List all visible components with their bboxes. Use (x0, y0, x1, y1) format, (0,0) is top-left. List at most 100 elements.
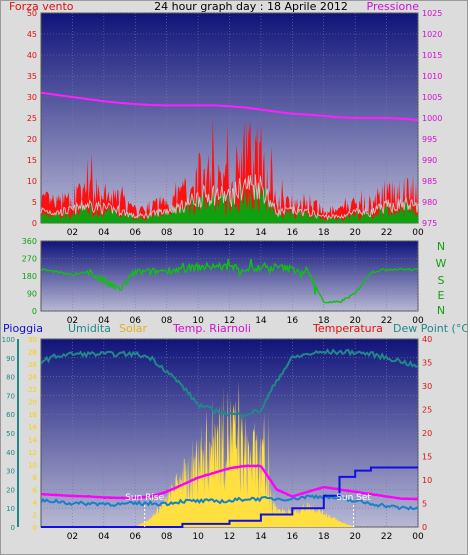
wind-tick-label: 35 (27, 72, 37, 81)
wind-tick-label: 0 (32, 219, 37, 228)
compass-labels: N W S E N (436, 240, 447, 317)
pressure-tick-label: 975 (422, 219, 437, 228)
humidity-tick-label: 0 (11, 524, 15, 532)
pressure-tick-label: 1020 (422, 30, 442, 39)
hour-tick-label: 04 (98, 532, 110, 542)
hour-tick-label: 08 (161, 316, 173, 326)
hour-tick-label: 16 (287, 532, 299, 542)
rain-tick-label: 0 (33, 524, 37, 532)
legend-rain: Pioggia (3, 322, 43, 335)
wind-tick-label: 20 (27, 135, 37, 144)
rain-tick-label: 16 (28, 424, 37, 432)
humidity-tick-label: 30 (6, 468, 15, 476)
hour-tick-label: 12 (224, 228, 235, 238)
hour-tick-label: 12 (224, 532, 235, 542)
humidity-tick-label: 70 (6, 392, 15, 400)
compass-n-top: N (437, 240, 445, 253)
hour-tick-label: 14 (255, 228, 267, 238)
legend-humidity: Umidita (68, 322, 111, 335)
pressure-tick-label: 1000 (422, 114, 442, 123)
compass-w: W (436, 257, 447, 270)
pressure-tick-label: 985 (422, 177, 437, 186)
legend-heat: Temp. Riarnoli (172, 322, 251, 335)
rain-tick-label: 26 (28, 361, 37, 369)
wind-tick-label: 10 (27, 177, 37, 186)
wind-speed-line (40, 174, 419, 221)
hour-tick-label: 00 (412, 316, 424, 326)
pressure-tick-label: 990 (422, 156, 437, 165)
rain-tick-label: 30 (28, 336, 37, 344)
hour-tick-label: 08 (161, 532, 173, 542)
wind-tick-label: 25 (27, 114, 37, 123)
wind-tick-label: 5 (32, 198, 37, 207)
hour-tick-label: 12 (224, 316, 235, 326)
hour-tick-label: 14 (255, 532, 267, 542)
humidity-tick-label: 90 (6, 355, 15, 363)
humidity-line (40, 348, 419, 418)
hour-tick-label: 18 (318, 532, 330, 542)
wind-tick-label: 30 (27, 93, 37, 102)
temperature-tick-label: 30 (422, 382, 432, 391)
hour-tick-label: 16 (287, 228, 299, 238)
direction-tick-label: 270 (22, 255, 37, 264)
direction-tick-label: 0 (32, 307, 37, 316)
wind-marks (40, 91, 419, 223)
direction-tick-label: 360 (22, 237, 37, 246)
direction-tick-label: 90 (27, 290, 37, 299)
rain-tick-label: 8 (33, 474, 37, 482)
sunrise-label: Sun Rise (125, 493, 164, 503)
heat-index-line (40, 464, 418, 500)
hour-tick-label: 06 (130, 532, 142, 542)
axes: 0510152025303540455097598098599099510001… (2, 9, 443, 542)
sunset-label: Sun Set (336, 493, 371, 503)
wind-tick-label: 40 (27, 51, 37, 60)
wind-direction-line (40, 258, 419, 304)
hour-tick-label: 04 (98, 316, 110, 326)
temperature-tick-label: 5 (422, 500, 427, 509)
temperature-tick-label: 40 (422, 335, 432, 344)
hour-tick-label: 02 (67, 316, 78, 326)
wind-tick-label: 15 (27, 156, 37, 165)
hour-tick-label: 22 (381, 532, 392, 542)
temperature-tick-label: 20 (422, 429, 432, 438)
pressure-tick-label: 1005 (422, 93, 442, 102)
compass-s: S (438, 274, 445, 287)
hour-tick-label: 14 (255, 316, 267, 326)
hour-tick-label: 18 (318, 316, 330, 326)
hour-tick-label: 10 (192, 228, 204, 238)
hour-tick-label: 00 (412, 532, 424, 542)
hour-tick-label: 10 (192, 316, 204, 326)
direction-panel (40, 240, 419, 312)
pressure-tick-label: 1010 (422, 72, 442, 81)
hour-tick-label: 04 (98, 228, 110, 238)
rain-tick-label: 12 (28, 449, 37, 457)
hour-tick-label: 20 (349, 228, 361, 238)
legend-temperature: Temperatura (312, 322, 383, 335)
wind-tick-label: 45 (27, 30, 37, 39)
rain-tick-label: 4 (33, 499, 38, 507)
temperature-tick-label: 0 (422, 523, 427, 532)
compass-e: E (438, 289, 445, 302)
hour-tick-label: 02 (67, 532, 78, 542)
humidity-tick-label: 50 (6, 430, 15, 438)
climate-marks (40, 348, 419, 528)
temperature-tick-label: 10 (422, 476, 432, 485)
pressure-title: Pressione (367, 1, 420, 13)
pressure-tick-label: 980 (422, 198, 437, 207)
direction-tick-label: 180 (22, 272, 37, 281)
hour-tick-label: 20 (349, 532, 361, 542)
rain-line (41, 466, 418, 528)
temperature-tick-label: 35 (422, 359, 432, 368)
rain-tick-label: 10 (28, 461, 37, 469)
pressure-tick-label: 1015 (422, 51, 442, 60)
compass-n-bottom: N (437, 304, 445, 317)
hour-tick-label: 02 (67, 228, 78, 238)
rain-tick-label: 6 (33, 486, 38, 494)
hour-tick-label: 22 (381, 228, 392, 238)
direction-marks (40, 258, 419, 304)
legend-solar: Solar (119, 322, 148, 335)
rain-tick-label: 18 (28, 411, 37, 419)
date-title: 24 hour graph day : 18 Aprile 2012 (154, 1, 348, 13)
